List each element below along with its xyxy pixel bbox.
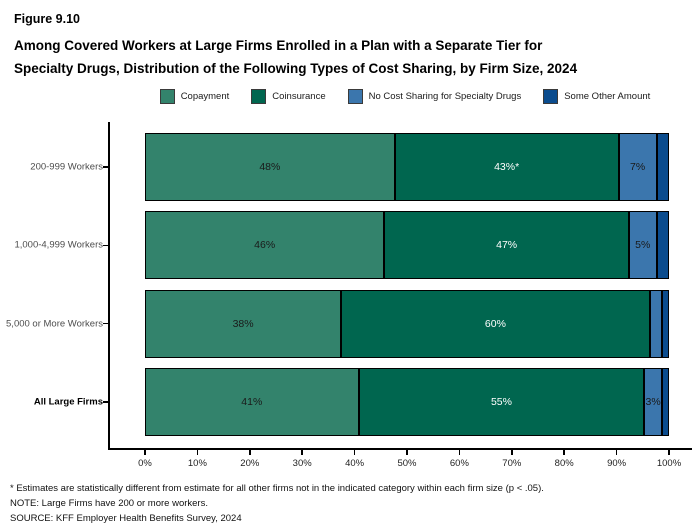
- bar-segment: 43%*: [394, 133, 619, 201]
- x-axis-tick: [511, 450, 513, 455]
- bar-segment: [656, 133, 669, 201]
- footnote-note: NOTE: Large Firms have 200 or more worke…: [10, 498, 208, 509]
- x-axis-tick-label: 80%: [554, 458, 574, 469]
- chart-header: Figure 9.10 Among Covered Workers at Lar…: [14, 12, 684, 80]
- bar-segment: [656, 211, 669, 280]
- chart-title-line-1: Among Covered Workers at Large Firms Enr…: [14, 38, 543, 53]
- bar-segment: 38%: [145, 289, 342, 358]
- x-axis-tick: [406, 450, 408, 455]
- legend-item: Some Other Amount: [543, 88, 651, 104]
- legend-label: No Cost Sharing for Specialty Drugs: [368, 90, 522, 102]
- bar-segment: 46%: [145, 211, 385, 280]
- chart-legend: Copayment Coinsurance No Cost Sharing for …: [112, 87, 698, 105]
- x-axis-tick-label: 100%: [656, 458, 682, 469]
- x-axis-tick-label: 90%: [607, 458, 627, 469]
- x-axis-tick: [615, 450, 618, 455]
- x-axis-tick-label: 30%: [292, 458, 312, 469]
- category-label: 200-999 Workers: [30, 161, 103, 173]
- bar-segment: 41%: [145, 367, 359, 436]
- bar-segment: 5%: [628, 211, 657, 280]
- bar-segment: 55%: [358, 367, 645, 436]
- legend-label: Coinsurance: [272, 90, 326, 102]
- legend-item: Coinsurance: [251, 88, 326, 104]
- figure-number: Figure 9.10: [14, 12, 80, 26]
- y-axis-tick: [103, 244, 108, 247]
- bar-segment: [649, 289, 662, 358]
- bar-row: 48% 43%* 7%: [145, 133, 669, 201]
- bar-segment: 60%: [341, 289, 650, 358]
- y-axis-tick: [103, 322, 108, 325]
- category-label: 5,000 or More Workers: [6, 318, 103, 330]
- x-axis-tick: [668, 450, 670, 455]
- x-axis-tick: [301, 450, 303, 455]
- bar-row: 38% 60%: [145, 289, 669, 358]
- footnote-source: SOURCE: KFF Employer Health Benefits Sur…: [10, 513, 242, 524]
- category-label: 1,000-4,999 Workers: [14, 239, 103, 251]
- footnote-asterisk: * Estimates are statistically different …: [10, 483, 544, 494]
- bar-row: 41% 55% 3%: [145, 367, 669, 436]
- footnotes: * Estimates are statistically different …: [10, 481, 544, 525]
- bar-segment: [661, 367, 669, 436]
- x-axis-tick-label: 0%: [138, 458, 152, 469]
- y-axis-tick: [103, 401, 108, 403]
- legend-swatch: [347, 88, 363, 104]
- plot-panel: 48% 43%* 7% 46% 47% 5% 38% 60% 41% 55% 3% 200-999 …: [6, 122, 692, 469]
- x-axis-tick-label: 40%: [345, 458, 365, 469]
- x-axis-tick-label: 50%: [397, 458, 417, 469]
- bars-area: 48% 43%* 7% 46% 47% 5% 38% 60% 41% 55% 3%: [145, 133, 669, 436]
- legend-swatch: [159, 88, 175, 104]
- x-axis-tick: [196, 450, 199, 455]
- chart-title-line-2: Specialty Drugs, Distribution of the Fol…: [14, 61, 578, 76]
- bar-segment: 7%: [618, 133, 657, 201]
- x-axis-tick-label: 60%: [449, 458, 469, 469]
- legend-item: Copayment: [159, 88, 230, 104]
- legend-swatch: [543, 88, 559, 104]
- legend-label: Copayment: [180, 90, 230, 102]
- bar-segment: [661, 289, 669, 358]
- category-label: All Large Firms: [33, 396, 103, 408]
- x-axis-tick-label: 70%: [502, 458, 522, 469]
- bar-segment: 47%: [384, 211, 629, 280]
- y-axis-tick: [103, 166, 108, 168]
- x-axis-tick: [249, 450, 251, 455]
- x-axis-tick-label: 20%: [240, 458, 260, 469]
- bar-segment: 3%: [644, 367, 662, 436]
- x-axis-tick: [563, 450, 565, 455]
- bar-row: 46% 47% 5%: [145, 211, 669, 280]
- legend-label: Some Other Amount: [564, 90, 651, 102]
- legend-item: No Cost Sharing for Specialty Drugs: [347, 88, 522, 104]
- x-axis-tick: [144, 450, 146, 455]
- bar-segment: 48%: [145, 133, 395, 201]
- x-axis-tick: [353, 450, 356, 455]
- legend-swatch: [251, 88, 267, 104]
- x-axis-tick-label: 10%: [187, 458, 207, 469]
- x-axis-tick: [458, 450, 461, 455]
